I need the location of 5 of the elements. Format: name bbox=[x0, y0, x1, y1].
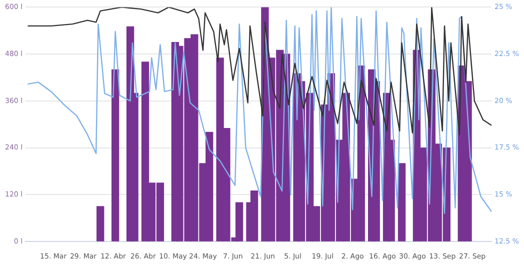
bar bbox=[398, 163, 406, 242]
bar bbox=[235, 202, 244, 242]
bar bbox=[96, 206, 104, 242]
bar bbox=[250, 190, 258, 242]
bar bbox=[111, 69, 120, 242]
